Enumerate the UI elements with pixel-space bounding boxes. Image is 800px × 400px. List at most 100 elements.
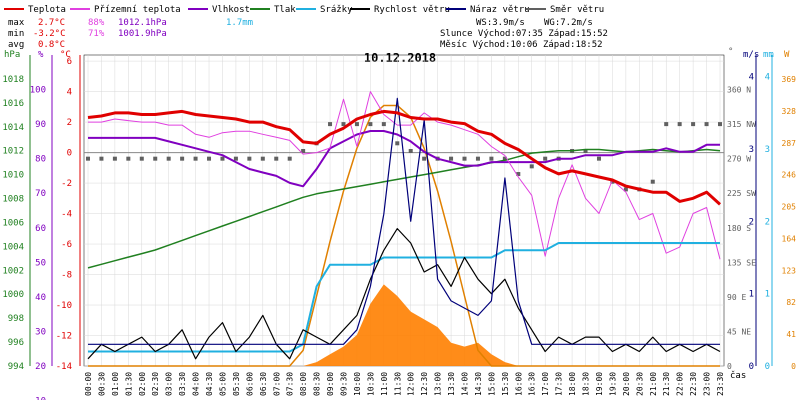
info-sun: Slunce Východ:07:35 Západ:15:52 [440, 29, 608, 39]
y-tick-direction: 90 E [727, 293, 746, 302]
y-tick-humidity: 70 [35, 189, 46, 199]
x-tick-label: 10:00 [353, 372, 362, 396]
y-tick-pressure: 1018 [2, 75, 24, 85]
x-tick-label: 09:00 [326, 372, 335, 396]
y-tick-pressure: 1012 [2, 147, 24, 157]
x-tick-label: 11:00 [380, 372, 389, 396]
stats-max-hum: 88% [88, 18, 105, 28]
x-tick-label: 12:30 [420, 372, 429, 396]
wind-direction-point [139, 156, 144, 161]
wind-direction-point [449, 156, 454, 161]
wind-direction-point [650, 179, 655, 184]
x-tick-label: 17:30 [555, 372, 564, 396]
x-tick-label: 08:30 [313, 372, 322, 396]
legend-item: Tlak [250, 5, 296, 15]
x-tick-label: 18:30 [582, 372, 591, 396]
x-tick-label: 06:00 [245, 372, 254, 396]
legend-label: Rychlost větru [374, 5, 450, 15]
y-tick-temperature: 4 [67, 88, 72, 98]
wind-direction-point [704, 122, 709, 127]
stats-min-hum: 71% [88, 29, 105, 39]
series-wind-speed [87, 228, 721, 360]
wind-direction-point [664, 122, 669, 127]
wind-direction-point [328, 122, 333, 127]
y-tick-direction: 180 S [727, 224, 751, 233]
x-tick-label: 20:00 [622, 372, 631, 396]
y-tick-pressure: 1000 [2, 290, 24, 300]
wind-direction-point [610, 179, 615, 184]
y-tick-direction: 135 SE [727, 258, 756, 267]
legend-item: Srážky [296, 5, 353, 15]
stats-block: max min avg 2.7°C -3.2°C 0.8°C 88% 71% 1… [8, 18, 253, 50]
y-tick-temperature: -14 [56, 362, 72, 372]
unit-mm: mm [763, 50, 774, 60]
x-tick-label: 11:30 [393, 372, 402, 396]
y-tick-radiation: 41 [786, 330, 796, 339]
y-tick-humidity: 40 [35, 293, 46, 303]
y-tick-precip: 3 [765, 145, 770, 155]
x-tick-label: 00:30 [97, 372, 106, 396]
y-tick-precip: 4 [765, 73, 770, 83]
y-tick-direction: 315 NW [727, 120, 756, 129]
x-tick-label: 14:30 [474, 372, 483, 396]
stats-avg-label: avg [8, 40, 24, 50]
info-moon: Měsíc Východ:10:06 Západ:18:52 [440, 40, 603, 50]
y-tick-wind: 2 [749, 217, 754, 227]
wind-direction-point [99, 156, 104, 161]
y-tick-humidity: 10 [35, 397, 46, 400]
y-tick-pressure: 1002 [2, 266, 24, 276]
legend-label: Teplota [28, 5, 66, 15]
y-tick-radiation: 0 [791, 362, 796, 371]
y-tick-radiation: 287 [782, 139, 797, 148]
x-tick-label: 01:00 [111, 372, 120, 396]
wind-direction-point [274, 156, 279, 161]
y-tick-pressure: 1014 [2, 123, 24, 133]
stats-min-press: 1001.9hPa [118, 29, 167, 39]
y-tick-pressure: 998 [8, 314, 24, 324]
x-tick-label: 20:30 [635, 372, 644, 396]
wind-direction-point [233, 156, 238, 161]
wind-direction-point [260, 156, 265, 161]
legend-label: Směr větru [550, 5, 604, 15]
series-theoretical-radiation [88, 104, 720, 367]
legend-label: Náraz větru [470, 5, 530, 15]
wind-direction-point [220, 156, 225, 161]
wind-direction-point [301, 148, 306, 153]
x-tick-label: 13:00 [434, 372, 443, 396]
stats-max-press: 1012.1hPa [118, 18, 167, 28]
x-tick-label: 16:00 [514, 372, 523, 396]
y-tick-humidity: 80 [35, 155, 46, 165]
wind-direction-point [718, 122, 722, 127]
y-tick-temperature: 2 [67, 118, 72, 128]
series-temperature [87, 109, 722, 206]
wind-direction-point [623, 187, 628, 192]
x-tick-label: 03:30 [178, 372, 187, 396]
x-tick-label: 15:00 [487, 372, 496, 396]
x-tick-label: 05:00 [218, 372, 227, 396]
legend-label: Srážky [320, 5, 353, 15]
x-tick-label: 09:30 [339, 372, 348, 396]
y-tick-radiation: 328 [782, 107, 797, 116]
legend-item: Směr větru [526, 5, 604, 15]
x-tick-label: 02:30 [151, 372, 160, 396]
legend-label: Přízemní teplota [94, 5, 181, 15]
y-tick-temperature: -12 [56, 332, 72, 342]
y-tick-radiation: 246 [782, 171, 797, 180]
y-tick-pressure: 1006 [2, 218, 24, 228]
x-tick-label: 14:00 [461, 372, 470, 396]
wind-direction-point [529, 164, 534, 169]
y-tick-wind: 4 [749, 73, 754, 83]
y-tick-temperature: -10 [56, 301, 72, 311]
stats-precip: 1.7mm [226, 18, 253, 28]
y-tick-precip: 1 [765, 290, 770, 300]
wind-direction-point [112, 156, 117, 161]
x-tick-label: 18:00 [568, 372, 577, 396]
info-block: WS:3.9m/s WG:7.2m/s Slunce Východ:07:35 … [440, 18, 608, 50]
wind-direction-point [126, 156, 131, 161]
wind-direction-point [516, 172, 521, 177]
legend: Teplota Přízemní teplota Vlhkost Tlak Srážky… [4, 5, 604, 15]
x-tick-label: 15:30 [501, 372, 510, 396]
y-tick-pressure: 1008 [2, 195, 24, 205]
stats-min-label: min [8, 29, 24, 39]
